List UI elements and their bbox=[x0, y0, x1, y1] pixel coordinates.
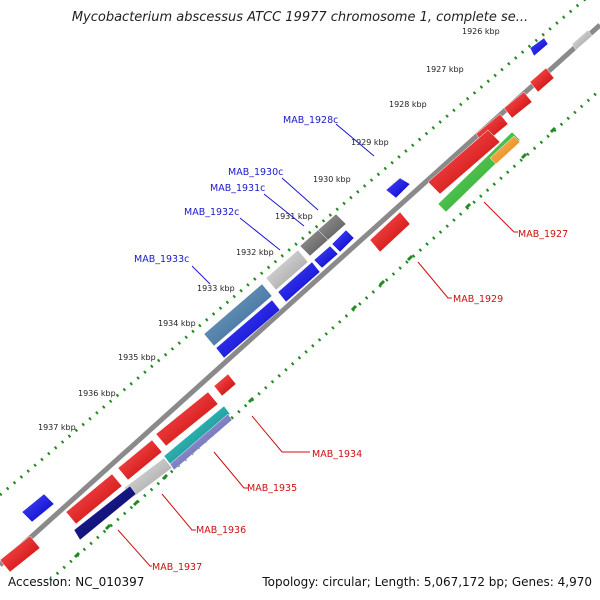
gene-label-MAB-1936[interactable]: MAB_1936 bbox=[196, 525, 246, 536]
kbp-label-1926: 1926 kbp bbox=[462, 27, 500, 36]
kbp-label-1932: 1932 kbp bbox=[236, 248, 274, 257]
kbp-label-1933: 1933 kbp bbox=[197, 284, 235, 293]
cds-blue-arrow[interactable] bbox=[313, 245, 339, 269]
gene-label-MAB-1927[interactable]: MAB_1927 bbox=[518, 229, 568, 240]
cds-steel-block[interactable] bbox=[203, 283, 273, 347]
cds-blue-arrow[interactable] bbox=[277, 261, 321, 303]
gene-label-MAB-1930c[interactable]: MAB_1930c bbox=[228, 167, 283, 178]
kbp-label-1934: 1934 kbp bbox=[158, 319, 196, 328]
kbp-label-1937: 1937 kbp bbox=[38, 423, 76, 432]
kbp-label-1936: 1936 kbp bbox=[78, 389, 116, 398]
kbp-label-1927: 1927 kbp bbox=[426, 65, 464, 74]
inner-tick-marks bbox=[73, 126, 557, 559]
cds-blue-arrow[interactable] bbox=[385, 177, 411, 199]
cds-MAB-1935[interactable] bbox=[117, 439, 163, 481]
cds-blue-arrow[interactable] bbox=[215, 299, 281, 359]
cds-red-arrow[interactable] bbox=[529, 67, 555, 93]
gene-label-MAB-1937[interactable]: MAB_1937 bbox=[152, 562, 202, 573]
gene-label-MAB-1932c[interactable]: MAB_1932c bbox=[184, 207, 239, 218]
kbp-label-1930: 1930 kbp bbox=[313, 175, 351, 184]
cds-lavender-block[interactable] bbox=[169, 413, 233, 471]
gene-label-MAB-1928c[interactable]: MAB_1928c bbox=[283, 115, 338, 126]
inner-strand-features bbox=[0, 67, 555, 573]
kbp-label-1929: 1929 kbp bbox=[351, 138, 389, 147]
gene-label-MAB-1931c[interactable]: MAB_1931c bbox=[210, 183, 265, 194]
cds-blue-arrow[interactable] bbox=[529, 37, 549, 57]
gc-skew-outer-arc bbox=[0, 0, 587, 497]
kbp-label-1935: 1935 kbp bbox=[118, 353, 156, 362]
cds-MAB-1933c[interactable] bbox=[265, 249, 309, 291]
cds-MAB-1927[interactable] bbox=[427, 129, 501, 195]
kbp-label-1931: 1931 kbp bbox=[275, 212, 313, 221]
cds-MAB-1936[interactable] bbox=[65, 473, 123, 525]
outer-strand-features bbox=[21, 29, 593, 523]
gc-orange-block[interactable] bbox=[489, 135, 521, 165]
cds-MAB-1934[interactable] bbox=[155, 391, 219, 447]
kbp-label-1928: 1928 kbp bbox=[389, 100, 427, 109]
leader-lines-forward bbox=[117, 201, 518, 567]
leader-lines-reverse bbox=[191, 123, 375, 285]
cds-teal-block[interactable] bbox=[163, 405, 231, 465]
gene-label-MAB-1935[interactable]: MAB_1935 bbox=[247, 483, 297, 494]
cds-MAB-1929[interactable] bbox=[369, 211, 411, 253]
gc-skew-inner-arc bbox=[49, 88, 600, 582]
cds-blue-arrow[interactable] bbox=[21, 493, 55, 523]
map-title: Mycobacterium abscessus ATCC 19977 chrom… bbox=[71, 10, 529, 25]
accession-text: Accession: NC_010397 bbox=[8, 575, 145, 589]
summary-text: Topology: circular; Length: 5,067,172 bp… bbox=[262, 575, 592, 589]
cds-grey-block[interactable] bbox=[571, 29, 593, 51]
gene-label-MAB-1933c[interactable]: MAB_1933c bbox=[134, 254, 189, 265]
cds-blue-arrow[interactable] bbox=[331, 229, 355, 253]
cds-red-arrow[interactable] bbox=[503, 91, 533, 119]
cds-MAB-1937[interactable] bbox=[0, 535, 41, 573]
cds-MAB-1932c[interactable] bbox=[299, 229, 329, 257]
gene-label-MAB-1929[interactable]: MAB_1929 bbox=[453, 294, 503, 305]
cds-navy-block[interactable] bbox=[73, 485, 137, 541]
gene-label-MAB-1934[interactable]: MAB_1934 bbox=[312, 449, 362, 460]
cds-red-arrow[interactable] bbox=[213, 373, 237, 397]
